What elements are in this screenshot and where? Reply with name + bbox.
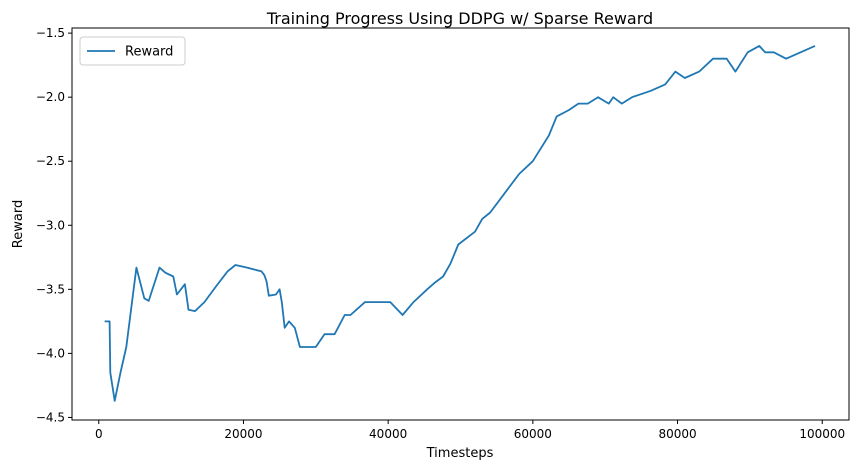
y-tick-label: −3.5 <box>36 282 65 296</box>
chart-title: Training Progress Using DDPG w/ Sparse R… <box>266 9 653 28</box>
x-axis-label: Timesteps <box>426 446 494 461</box>
legend-box <box>79 36 186 66</box>
legend: Reward <box>79 36 186 66</box>
y-tick-label: −4.0 <box>36 346 65 360</box>
legend-label-reward: Reward <box>125 45 173 60</box>
axes-frame <box>71 27 850 421</box>
x-tick-label: 40000 <box>369 427 407 441</box>
x-axis-ticks: 0 20000 40000 60000 80000 100000 <box>95 420 845 441</box>
plot-area <box>71 27 850 421</box>
x-tick-label: 60000 <box>514 427 552 441</box>
series-layer <box>104 45 816 402</box>
series-line-reward <box>104 45 816 402</box>
y-tick-label: −2.0 <box>36 90 65 104</box>
y-tick-label: −4.5 <box>36 410 65 424</box>
x-tick-label: 20000 <box>224 427 262 441</box>
x-tick-label: 80000 <box>658 427 696 441</box>
x-tick-label: 100000 <box>799 427 845 441</box>
y-tick-label: −3.0 <box>36 218 65 232</box>
y-axis-ticks: −4.5 −4.0 −3.5 −3.0 −2.5 −2.0 −1.5 <box>36 26 72 424</box>
y-tick-label: −1.5 <box>36 26 65 40</box>
y-axis-label: Reward <box>11 200 26 248</box>
x-tick-label: 0 <box>95 427 103 441</box>
y-tick-label: −2.5 <box>36 154 65 168</box>
